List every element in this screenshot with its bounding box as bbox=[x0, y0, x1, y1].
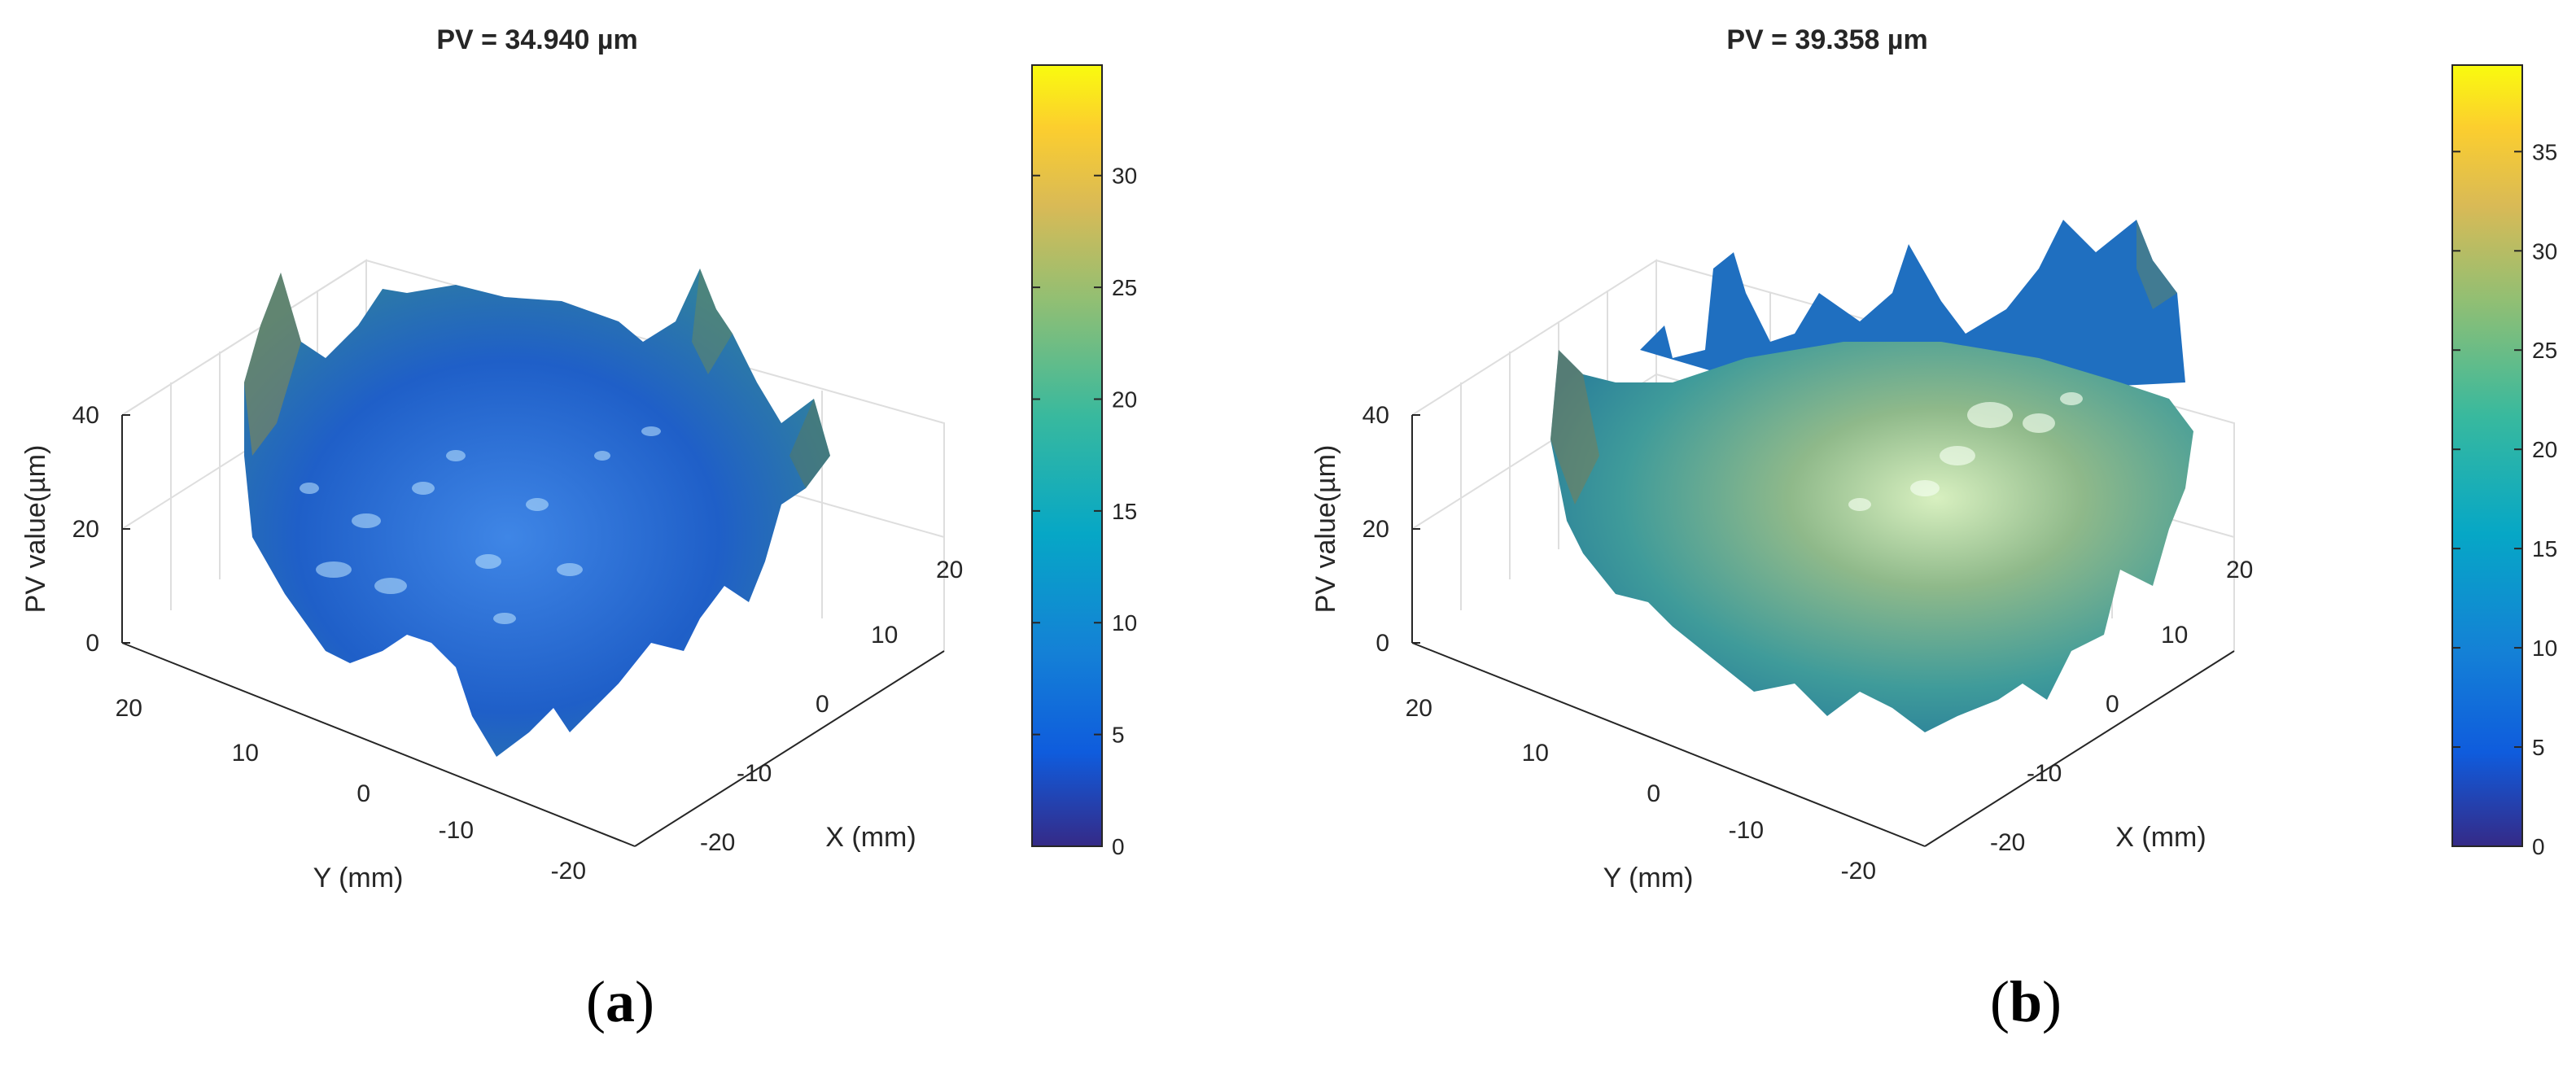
panel-b-title: PV = 39.358 µm bbox=[1726, 24, 1927, 55]
panel-a-svg: 40 20 0 20 10 0 -10 -20 Y (mm) 20 10 0 -… bbox=[20, 24, 1137, 893]
panel-b-ylabel: Y (mm) bbox=[1603, 863, 1694, 893]
panel-a-zlabel: PV value(µm) bbox=[20, 445, 51, 614]
panel-b-ytick-1: 10 bbox=[1522, 740, 1549, 767]
caption-a-label: a bbox=[605, 969, 635, 1034]
panel-b-ytick-4: -20 bbox=[1841, 858, 1876, 885]
panel-b-surface-highlights bbox=[1848, 392, 2083, 511]
panel-b-colorbar-ticklabel-4: 15 bbox=[2532, 536, 2557, 561]
panel-a-surface-highlights bbox=[300, 426, 661, 624]
panel-a-xticks: 20 10 0 -10 -20 bbox=[700, 557, 963, 856]
panel-b-colorbar-ticklabel-7: 0 bbox=[2532, 834, 2545, 859]
panel-a-colorbar-ticklabel-4: 10 bbox=[1112, 610, 1137, 636]
caption-b-label: b bbox=[2009, 969, 2043, 1034]
panel-a-colorbar-ticklabel-6: 0 bbox=[1112, 834, 1125, 859]
panel-b-ztick-1: 20 bbox=[1362, 516, 1389, 543]
panel-a-ylabel: Y (mm) bbox=[313, 863, 404, 893]
panel-a-ytick-4: -20 bbox=[551, 858, 586, 885]
panel-b-ztick-2: 0 bbox=[1375, 630, 1389, 657]
panel-a-ztick-2: 0 bbox=[85, 630, 99, 657]
panel-b-colorbar-ticklabel-5: 10 bbox=[2532, 636, 2557, 661]
panel-b: 40 20 0 20 10 0 -10 -20 Y (mm) 20 10 0 -… bbox=[1290, 0, 2576, 968]
panel-b-yticks: 20 10 0 -10 -20 bbox=[1406, 695, 1876, 885]
panel-b-colorbar-ticklabel-1: 30 bbox=[2532, 238, 2557, 264]
panel-a-ytick-2: 0 bbox=[356, 780, 370, 807]
panel-b-xticks: 20 10 0 -10 -20 bbox=[1990, 557, 2253, 856]
panel-b-colorbar-ticklabel-0: 35 bbox=[2532, 139, 2557, 164]
panel-b-surface bbox=[1550, 342, 2193, 732]
panel-a-xlabel: X (mm) bbox=[825, 822, 916, 853]
panel-a-title: PV = 34.940 µm bbox=[436, 24, 637, 55]
caption-b: (b) bbox=[1990, 969, 2062, 1034]
panel-a-colorbar-ticklabel-5: 5 bbox=[1112, 723, 1125, 748]
caption-a: (a) bbox=[586, 969, 654, 1034]
panel-b-colorbar-ticklabel-2: 25 bbox=[2532, 338, 2557, 363]
panel-a-xtick-2: 0 bbox=[816, 691, 829, 718]
panel-a-zticks: 40 20 0 bbox=[72, 402, 130, 657]
panel-b-ztick-0: 40 bbox=[1362, 402, 1389, 429]
panel-b-colorbar-ticklabel-6: 5 bbox=[2532, 735, 2545, 760]
panel-b-xlabel: X (mm) bbox=[2115, 822, 2206, 853]
panel-a: 40 20 0 20 10 0 -10 -20 Y (mm) 20 10 0 -… bbox=[0, 0, 1286, 968]
panel-b-zticks: 40 20 0 bbox=[1362, 402, 1420, 657]
panel-a-ytick-0: 20 bbox=[116, 695, 142, 722]
panel-b-xtick-0: 20 bbox=[2226, 557, 2253, 583]
panel-b-colorbar bbox=[2451, 64, 2523, 847]
panel-b-xtick-1: 10 bbox=[2161, 622, 2188, 649]
panel-b-ytick-2: 0 bbox=[1647, 780, 1660, 807]
panel-a-xtick-1: 10 bbox=[871, 622, 898, 649]
panel-a-xtick-3: -10 bbox=[737, 760, 772, 787]
panel-a-ytick-1: 10 bbox=[232, 740, 259, 767]
panel-a-ztick-0: 40 bbox=[72, 402, 99, 429]
panel-a-colorbar-ticklabel-1: 25 bbox=[1112, 275, 1137, 300]
panel-b-xtick-4: -20 bbox=[1990, 829, 2025, 856]
panel-a-colorbar-ticklabel-3: 15 bbox=[1112, 499, 1137, 524]
panel-b-colorbar-ticks: 35 30 25 20 15 10 5 0 bbox=[2452, 139, 2557, 859]
panel-a-surface bbox=[244, 269, 830, 757]
panel-b-svg: 40 20 0 20 10 0 -10 -20 Y (mm) 20 10 0 -… bbox=[1310, 24, 2557, 893]
panel-a-xtick-4: -20 bbox=[700, 829, 735, 856]
panel-a-colorbar bbox=[1031, 64, 1103, 847]
panel-b-xtick-3: -10 bbox=[2027, 760, 2062, 787]
panel-a-ytick-3: -10 bbox=[439, 817, 474, 844]
panel-a-xtick-0: 20 bbox=[936, 557, 963, 583]
panel-b-xtick-2: 0 bbox=[2106, 691, 2119, 718]
panel-a-colorbar-ticklabel-0: 30 bbox=[1112, 164, 1137, 189]
panel-a-ztick-1: 20 bbox=[72, 516, 99, 543]
panel-a-colorbar-ticklabel-2: 20 bbox=[1112, 387, 1137, 412]
panel-b-surface-backwall bbox=[1640, 220, 2185, 391]
panel-a-colorbar-ticks: 30 25 20 15 10 5 0 bbox=[1032, 164, 1137, 859]
panel-b-colorbar-ticklabel-3: 20 bbox=[2532, 437, 2557, 462]
panel-a-yticks: 20 10 0 -10 -20 bbox=[116, 695, 586, 885]
panel-b-ytick-3: -10 bbox=[1729, 817, 1764, 844]
panel-b-ytick-0: 20 bbox=[1406, 695, 1432, 722]
panel-b-zlabel: PV value(µm) bbox=[1310, 445, 1341, 614]
